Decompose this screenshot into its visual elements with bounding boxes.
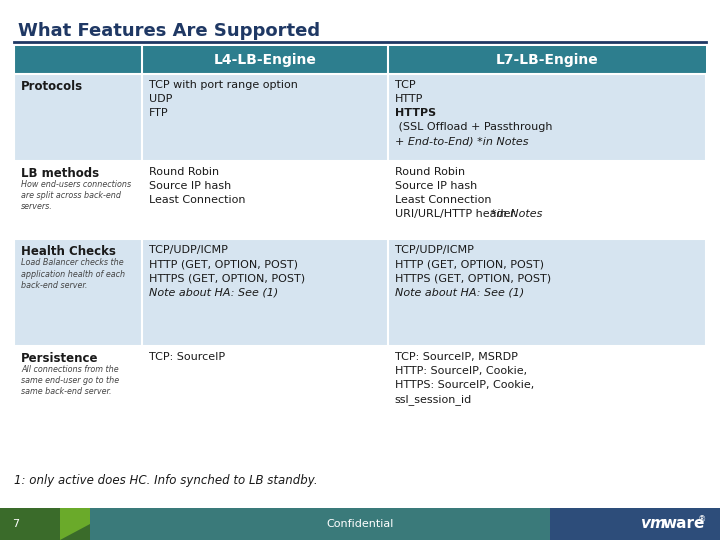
Text: Source IP hash: Source IP hash: [149, 181, 231, 191]
Text: (SSL Offload + Passthrough: (SSL Offload + Passthrough: [395, 122, 552, 132]
Bar: [90, 508, 620, 540]
Text: All connections from the
same end-user go to the
same back-end server.: All connections from the same end-user g…: [21, 365, 119, 396]
Text: FTP: FTP: [149, 108, 168, 118]
Text: How end-users connections
are split across back-end
servers.: How end-users connections are split acro…: [21, 180, 131, 211]
Bar: [14, 346, 142, 468]
Text: Round Robin: Round Robin: [149, 167, 219, 177]
Text: Least Connection: Least Connection: [395, 195, 491, 205]
Polygon shape: [60, 508, 120, 540]
Text: Health Checks: Health Checks: [21, 246, 116, 259]
Text: HTTP (GET, OPTION, POST): HTTP (GET, OPTION, POST): [149, 260, 298, 269]
Text: HTTPS (GET, OPTION, POST): HTTPS (GET, OPTION, POST): [149, 273, 305, 284]
Bar: [0, 508, 90, 540]
Text: TCP: TCP: [395, 80, 415, 90]
Bar: [142, 161, 387, 239]
Text: Note about HA: See (1): Note about HA: See (1): [395, 287, 524, 298]
Text: L7-LB-Engine: L7-LB-Engine: [495, 53, 598, 67]
Text: TCP: SourceIP, MSRDP: TCP: SourceIP, MSRDP: [395, 352, 518, 362]
Bar: [142, 346, 387, 468]
Text: LB methods: LB methods: [21, 167, 99, 180]
Text: Source IP hash: Source IP hash: [395, 181, 477, 191]
Text: HTTPS: SourceIP, Cookie,: HTTPS: SourceIP, Cookie,: [395, 380, 534, 390]
Bar: [387, 346, 706, 468]
Text: HTTPS (GET, OPTION, POST): HTTPS (GET, OPTION, POST): [395, 273, 551, 284]
Bar: [14, 161, 142, 239]
Bar: [550, 508, 720, 540]
Bar: [142, 46, 387, 74]
Text: *in Notes: *in Notes: [491, 208, 542, 219]
Bar: [387, 161, 706, 239]
Text: ware: ware: [662, 516, 704, 531]
Text: Round Robin: Round Robin: [395, 167, 465, 177]
Bar: [142, 74, 387, 161]
Bar: [14, 239, 142, 346]
Text: HTTP: HTTP: [395, 94, 423, 104]
Bar: [387, 239, 706, 346]
Text: What Features Are Supported: What Features Are Supported: [18, 22, 320, 40]
Text: TCP/UDP/ICMP: TCP/UDP/ICMP: [149, 246, 228, 255]
Bar: [142, 239, 387, 346]
Text: HTTP (GET, OPTION, POST): HTTP (GET, OPTION, POST): [395, 260, 544, 269]
Text: Note about HA: See (1): Note about HA: See (1): [149, 287, 278, 298]
Bar: [14, 46, 142, 74]
Text: ®: ®: [698, 516, 706, 524]
Text: TCP/UDP/ICMP: TCP/UDP/ICMP: [395, 246, 474, 255]
Text: vm: vm: [640, 516, 666, 531]
Text: Persistence: Persistence: [21, 352, 99, 365]
Text: TCP with port range option: TCP with port range option: [149, 80, 298, 90]
Text: 7: 7: [12, 519, 19, 529]
Text: Load Balancer checks the
application health of each
back-end server.: Load Balancer checks the application hea…: [21, 259, 125, 289]
Bar: [387, 46, 706, 74]
Text: Least Connection: Least Connection: [149, 195, 246, 205]
Text: UDP: UDP: [149, 94, 172, 104]
Text: URI/URL/HTTP header: URI/URL/HTTP header: [395, 208, 518, 219]
Text: Confidential: Confidential: [326, 519, 394, 529]
Text: TCP: SourceIP: TCP: SourceIP: [149, 352, 225, 362]
Text: Protocols: Protocols: [21, 80, 83, 93]
Text: 1: only active does HC. Info synched to LB standby.: 1: only active does HC. Info synched to …: [14, 474, 318, 487]
Bar: [387, 74, 706, 161]
Text: HTTP: SourceIP, Cookie,: HTTP: SourceIP, Cookie,: [395, 366, 527, 376]
Text: + End-to-End) *in Notes: + End-to-End) *in Notes: [395, 136, 528, 146]
Bar: [14, 74, 142, 161]
Text: ssl_session_id: ssl_session_id: [395, 394, 472, 405]
Text: L4-LB-Engine: L4-LB-Engine: [213, 53, 316, 67]
Text: HTTPS: HTTPS: [395, 108, 436, 118]
